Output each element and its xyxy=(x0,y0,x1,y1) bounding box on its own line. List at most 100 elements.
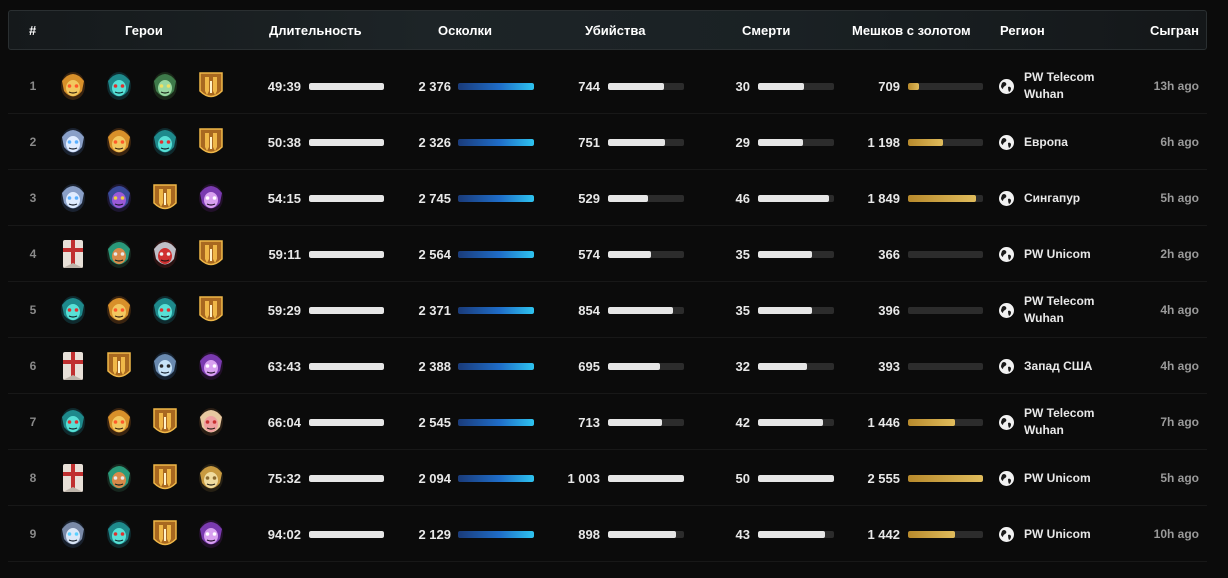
region-cell: PW Unicom xyxy=(998,450,1128,506)
weaver-hero-icon[interactable] xyxy=(151,125,179,159)
tiny-hero-icon[interactable] xyxy=(59,69,87,103)
region-name: PW Telecom Wuhan xyxy=(1024,70,1095,101)
region-name: PW Unicom xyxy=(1024,470,1091,485)
shards-value: 2 094 xyxy=(418,470,451,486)
played-time: 13h ago xyxy=(1153,79,1199,93)
table-row[interactable]: 6 63:43 2 388 695 32 393 Запад С xyxy=(8,338,1207,394)
header-deaths[interactable]: Смерти xyxy=(742,23,791,38)
kills-bar xyxy=(608,363,684,370)
tinker-hero-icon[interactable] xyxy=(105,237,133,271)
table-row[interactable]: 9 94:02 2 129 898 43 1 442 xyxy=(8,506,1207,562)
duration-bar xyxy=(309,419,384,426)
deaths-value: 30 xyxy=(735,78,750,94)
hero-list xyxy=(59,170,243,226)
region-cell: PW Telecom Wuhan xyxy=(998,394,1128,450)
header-heroes[interactable]: Герои xyxy=(125,23,163,38)
gold-bags-bar xyxy=(908,363,983,370)
kills-bar xyxy=(608,195,684,202)
shards-value: 2 745 xyxy=(418,190,451,206)
region-name: Запад США xyxy=(1024,358,1093,373)
medusa-hero-icon[interactable] xyxy=(197,461,225,495)
hero-list xyxy=(59,114,243,170)
tiny-hero-icon[interactable] xyxy=(105,293,133,327)
centaur-hero-icon[interactable] xyxy=(59,349,87,383)
region-cell: PW Telecom Wuhan xyxy=(998,58,1128,114)
random-hero-icon[interactable] xyxy=(197,125,225,159)
tiny-hero-icon[interactable] xyxy=(105,405,133,439)
table-row[interactable]: 5 59:29 2 371 854 35 396 xyxy=(8,282,1207,338)
gold-bags-value: 396 xyxy=(878,302,900,318)
weaver-hero-icon[interactable] xyxy=(151,293,179,327)
shards-bar xyxy=(458,531,534,538)
random-hero-icon[interactable] xyxy=(197,69,225,103)
region-cell: PW Unicom xyxy=(998,226,1128,282)
globe-icon xyxy=(998,358,1024,375)
faceless-hero-icon[interactable] xyxy=(197,517,225,551)
table-row[interactable]: 4 59:11 2 564 574 35 366 PW Unic xyxy=(8,226,1207,282)
hero-list xyxy=(59,394,243,450)
dazzle-hero-icon[interactable] xyxy=(197,405,225,439)
globe-icon xyxy=(998,526,1024,543)
random-hero-icon[interactable] xyxy=(197,293,225,327)
random-hero-icon[interactable] xyxy=(151,461,179,495)
drow-hero-icon[interactable] xyxy=(59,125,87,159)
table-row[interactable]: 8 75:32 2 094 1 003 50 2 555 PW xyxy=(8,450,1207,506)
region-name: PW Telecom Wuhan xyxy=(1024,294,1095,325)
header-duration[interactable]: Длительность xyxy=(269,23,362,38)
table-header: # Герои Длительность Осколки Убийства См… xyxy=(8,10,1207,50)
header-rank: # xyxy=(29,23,37,38)
rank-number: 9 xyxy=(29,527,37,541)
faceless-hero-icon[interactable] xyxy=(197,181,225,215)
duration-value: 59:29 xyxy=(267,302,301,318)
weaver-hero-icon[interactable] xyxy=(105,69,133,103)
kills-value: 744 xyxy=(578,78,600,94)
header-kills[interactable]: Убийства xyxy=(585,23,646,38)
random-hero-icon[interactable] xyxy=(151,517,179,551)
random-hero-icon[interactable] xyxy=(197,237,225,271)
centaur-hero-icon[interactable] xyxy=(59,461,87,495)
hero-list xyxy=(59,506,243,562)
kills-value: 574 xyxy=(578,246,600,262)
random-hero-icon[interactable] xyxy=(105,349,133,383)
table-row[interactable]: 1 49:39 2 376 744 30 709 xyxy=(8,58,1207,114)
lich-hero-icon[interactable] xyxy=(59,517,87,551)
gold-bags-value: 2 555 xyxy=(867,470,900,486)
deaths-bar xyxy=(758,139,834,146)
kills-value: 854 xyxy=(578,302,600,318)
header-region[interactable]: Регион xyxy=(1000,23,1045,38)
deaths-bar xyxy=(758,475,834,482)
tiny-hero-icon[interactable] xyxy=(105,125,133,159)
random-hero-icon[interactable] xyxy=(151,405,179,439)
kills-bar xyxy=(608,83,684,90)
duration-bar xyxy=(309,83,384,90)
duration-value: 66:04 xyxy=(267,414,301,430)
riki-hero-icon[interactable] xyxy=(105,181,133,215)
header-gold-bags[interactable]: Мешков с золотом xyxy=(852,23,971,38)
duration-bar xyxy=(309,139,384,146)
centaur-hero-icon[interactable] xyxy=(59,237,87,271)
header-played[interactable]: Сыгран xyxy=(1150,23,1199,38)
table-row[interactable]: 2 50:38 2 326 751 29 1 198 xyxy=(8,114,1207,170)
weaver-hero-icon[interactable] xyxy=(59,405,87,439)
weaver-hero-icon[interactable] xyxy=(59,293,87,327)
table-row[interactable]: 7 66:04 2 545 713 42 1 446 xyxy=(8,394,1207,450)
shards-bar xyxy=(458,419,534,426)
globe-icon xyxy=(998,78,1024,95)
bloodseeker-hero-icon[interactable] xyxy=(151,237,179,271)
table-row[interactable]: 3 54:15 2 745 529 46 1 849 xyxy=(8,170,1207,226)
tidehunter-hero-icon[interactable] xyxy=(151,349,179,383)
deaths-bar xyxy=(758,419,834,426)
played-time: 4h ago xyxy=(1160,359,1199,373)
techies-hero-icon[interactable] xyxy=(151,69,179,103)
faceless-hero-icon[interactable] xyxy=(197,349,225,383)
rank-number: 3 xyxy=(29,191,37,205)
gold-bags-bar xyxy=(908,83,983,90)
kills-value: 695 xyxy=(578,358,600,374)
header-shards[interactable]: Осколки xyxy=(438,23,493,38)
weaver-hero-icon[interactable] xyxy=(105,517,133,551)
random-hero-icon[interactable] xyxy=(151,181,179,215)
drow-hero-icon[interactable] xyxy=(59,181,87,215)
kills-bar xyxy=(608,139,684,146)
globe-icon xyxy=(998,302,1024,319)
tinker-hero-icon[interactable] xyxy=(105,461,133,495)
